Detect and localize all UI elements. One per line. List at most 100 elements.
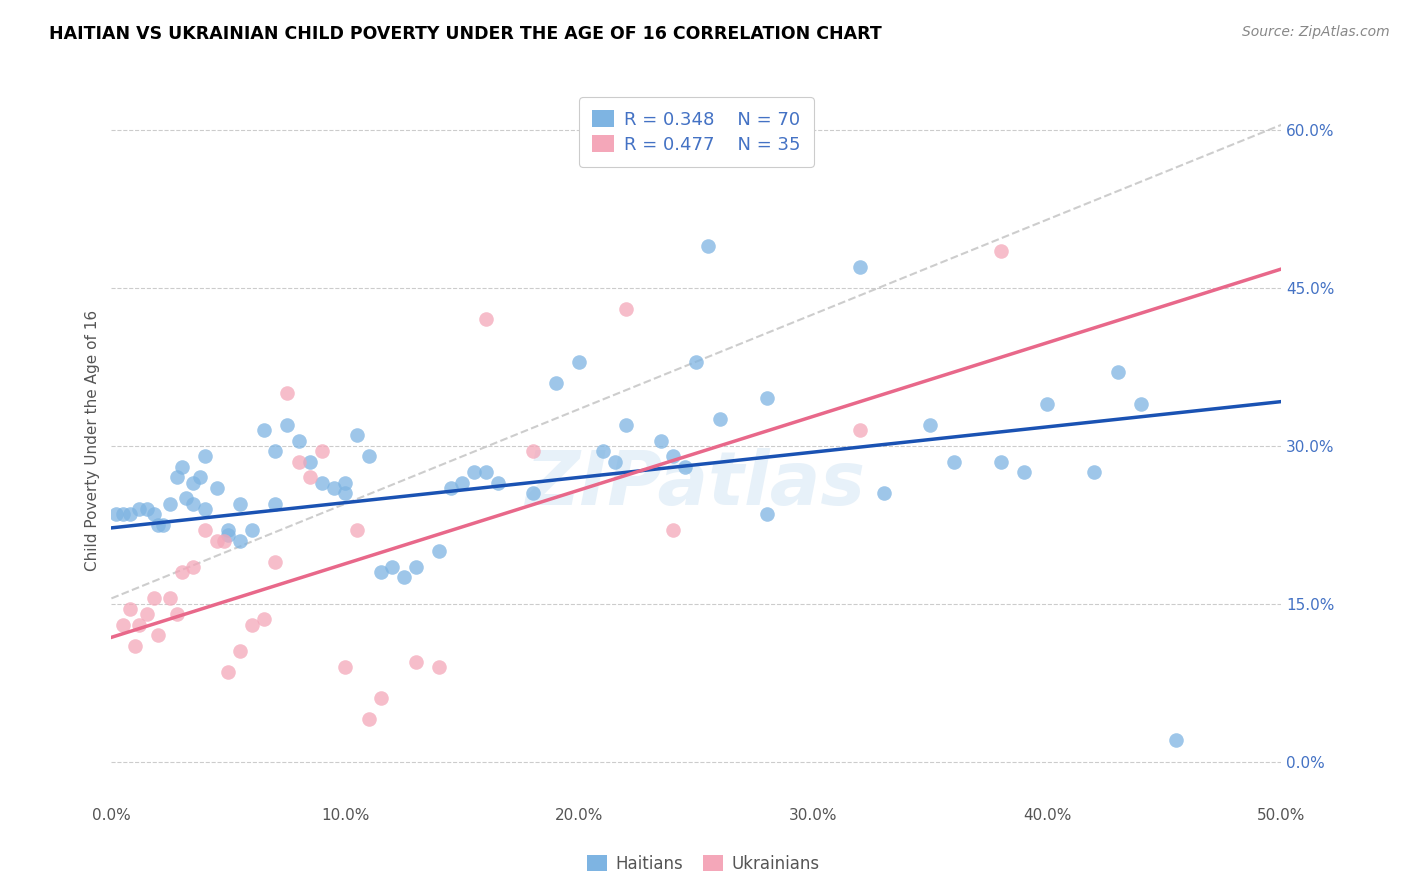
Point [673,459,696,474]
Point [170,459,193,474]
Point [1012,465,1035,479]
Legend: R = 0.348    N = 70, R = 0.477    N = 35: R = 0.348 N = 70, R = 0.477 N = 35 [579,97,814,167]
Point [212,533,235,548]
Point [592,444,614,458]
Point [522,444,544,458]
Point [194,502,217,516]
Point [229,644,252,658]
Point [614,301,637,316]
Point [229,533,252,548]
Point [287,454,309,468]
Text: ZIPatlas: ZIPatlas [526,448,866,521]
Point [181,475,204,490]
Point [276,417,298,432]
Y-axis label: Child Poverty Under the Age of 16: Child Poverty Under the Age of 16 [86,310,100,571]
Point [614,417,637,432]
Point [148,517,170,532]
Point [287,434,309,448]
Point [112,507,135,521]
Point [112,617,135,632]
Point [135,607,157,622]
Text: HAITIAN VS UKRAINIAN CHILD POVERTY UNDER THE AGE OF 16 CORRELATION CHART: HAITIAN VS UKRAINIAN CHILD POVERTY UNDER… [49,25,882,43]
Point [299,454,322,468]
Point [872,486,894,500]
Point [299,470,322,484]
Point [475,465,498,479]
Point [475,312,498,326]
Point [650,434,672,448]
Point [170,565,193,579]
Point [142,591,165,606]
Point [568,354,591,368]
Point [755,392,778,406]
Point [427,660,450,674]
Point [942,454,965,468]
Point [1107,365,1129,379]
Point [240,523,263,537]
Point [120,602,142,616]
Point [105,507,128,521]
Point [276,386,298,401]
Point [370,565,392,579]
Point [135,502,157,516]
Point [427,544,450,558]
Point [697,239,720,253]
Point [181,497,204,511]
Point [240,617,263,632]
Point [264,444,287,458]
Point [392,570,415,584]
Point [603,454,626,468]
Point [405,655,427,669]
Point [486,475,509,490]
Point [440,481,463,495]
Point [1130,397,1153,411]
Point [205,481,228,495]
Point [311,475,333,490]
Point [217,523,239,537]
Point [205,533,228,548]
Point [174,491,197,506]
Point [194,450,217,464]
Point [990,454,1012,468]
Point [405,559,427,574]
Point [990,244,1012,258]
Point [311,444,333,458]
Point [335,660,357,674]
Point [849,260,872,274]
Point [188,470,211,484]
Point [148,628,170,642]
Point [264,497,287,511]
Point [217,665,239,679]
Point [120,507,142,521]
Point [128,502,150,516]
Point [709,412,731,426]
Point [159,497,181,511]
Point [370,691,392,706]
Point [322,481,344,495]
Point [217,528,239,542]
Point [755,507,778,521]
Text: Source: ZipAtlas.com: Source: ZipAtlas.com [1241,25,1389,39]
Point [124,639,146,653]
Point [128,617,150,632]
Point [1083,465,1105,479]
Point [142,507,165,521]
Point [346,523,368,537]
Point [264,555,287,569]
Point [1164,733,1187,747]
Point [166,607,188,622]
Point [252,423,274,437]
Point [152,517,174,532]
Point [335,486,357,500]
Point [451,475,474,490]
Point [335,475,357,490]
Legend: Haitians, Ukrainians: Haitians, Ukrainians [581,848,825,880]
Point [181,559,204,574]
Point [544,376,567,390]
Point [849,423,872,437]
Point [920,417,942,432]
Point [166,470,188,484]
Point [463,465,485,479]
Point [662,450,685,464]
Point [252,612,274,626]
